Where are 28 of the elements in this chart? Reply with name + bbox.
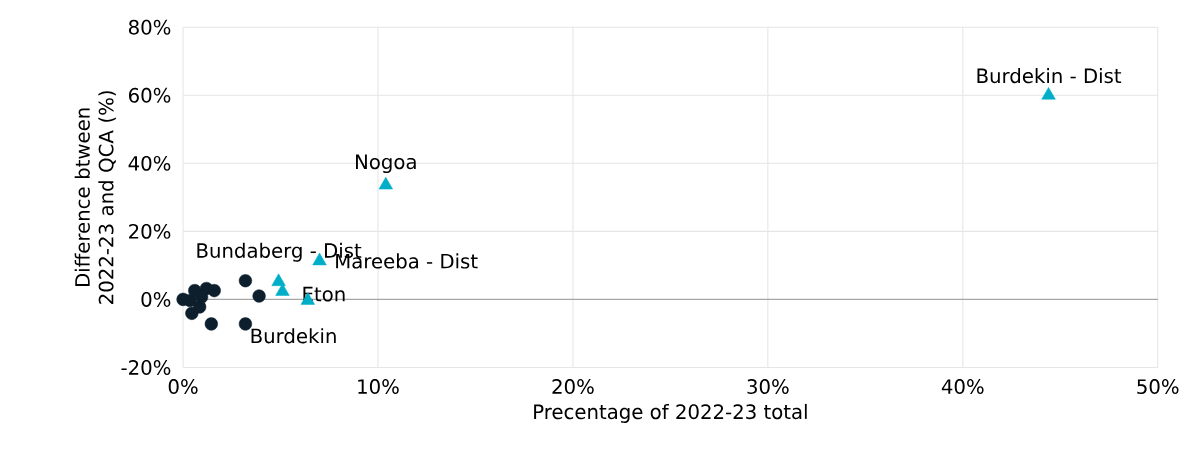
point (204, 317, 218, 331)
point (238, 274, 253, 288)
annotation: Burdekin (251, 328, 336, 344)
point (238, 317, 253, 331)
y-tick-label: 20% (129, 223, 171, 239)
x-tick-label: 0% (168, 379, 198, 394)
point (195, 290, 209, 304)
y-tick-label: 40% (128, 155, 171, 171)
x-tick-label: 40% (941, 379, 984, 394)
point (275, 283, 290, 296)
point (207, 283, 221, 298)
y-tick-label: 60% (129, 87, 171, 103)
y-tick-label: -20% (121, 359, 171, 375)
x-tick-label: 50% (1137, 379, 1179, 394)
point (1041, 87, 1056, 100)
x-tick-label: 30% (747, 379, 789, 394)
point (183, 293, 197, 307)
point (252, 289, 266, 303)
annotation: Burdekin - Dist (977, 67, 1122, 84)
x-tick-label: 10% (358, 379, 399, 394)
point (378, 176, 393, 190)
y-tick-label: 0% (141, 291, 171, 307)
annotation: Nogoa (356, 154, 416, 173)
point (312, 252, 327, 266)
y-tick-label: 80% (128, 19, 171, 35)
x-tick-label: 20% (552, 379, 594, 394)
x-axis-title: Precentage of 2022-23 total (534, 403, 807, 423)
y-axis-title: Difference btween 2022-23 and QCA (%) (74, 91, 116, 304)
